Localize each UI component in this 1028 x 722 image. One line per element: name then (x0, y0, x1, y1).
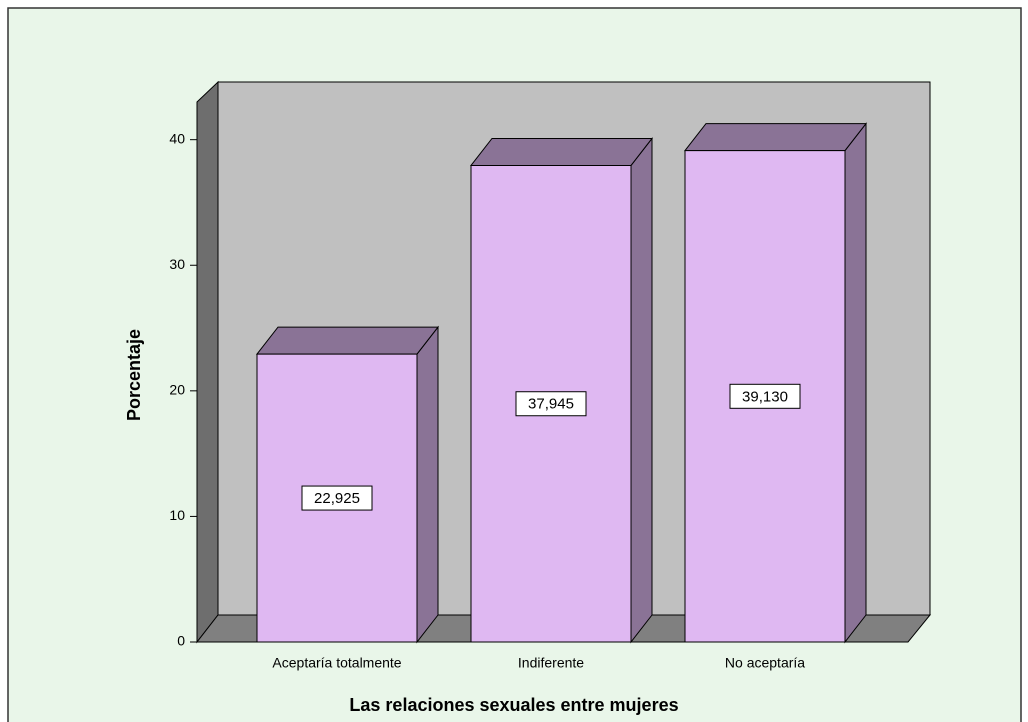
value-label: 22,925 (314, 490, 360, 507)
bar-top (255, 326, 440, 355)
bar-top (469, 137, 654, 166)
bar (255, 325, 440, 644)
y-axis-label: Porcentaje (124, 329, 144, 421)
value-label: 37,945 (528, 396, 574, 413)
y-tick-label: 10 (169, 507, 185, 523)
y-tick-label: 20 (169, 382, 185, 398)
bar-side (416, 325, 439, 644)
x-axis-label: Las relaciones sexuales entre mujeres (349, 695, 678, 715)
value-label-box (729, 383, 801, 409)
side-wall (196, 80, 219, 644)
y-tick-label: 0 (177, 633, 185, 649)
y-tick-label: 30 (169, 256, 185, 272)
bar-side (630, 137, 653, 644)
y-tick-label: 40 (169, 130, 185, 146)
x-tick-label: Indiferente (518, 655, 584, 671)
bar-top (683, 123, 868, 152)
x-tick-label: No aceptaría (725, 655, 805, 671)
value-label-box (301, 485, 373, 511)
bar-side (844, 122, 867, 644)
bar (469, 137, 654, 644)
bar (683, 122, 868, 644)
value-label: 39,130 (742, 388, 788, 405)
value-label-box (515, 391, 587, 417)
x-tick-label: Aceptaría totalmente (272, 655, 401, 671)
